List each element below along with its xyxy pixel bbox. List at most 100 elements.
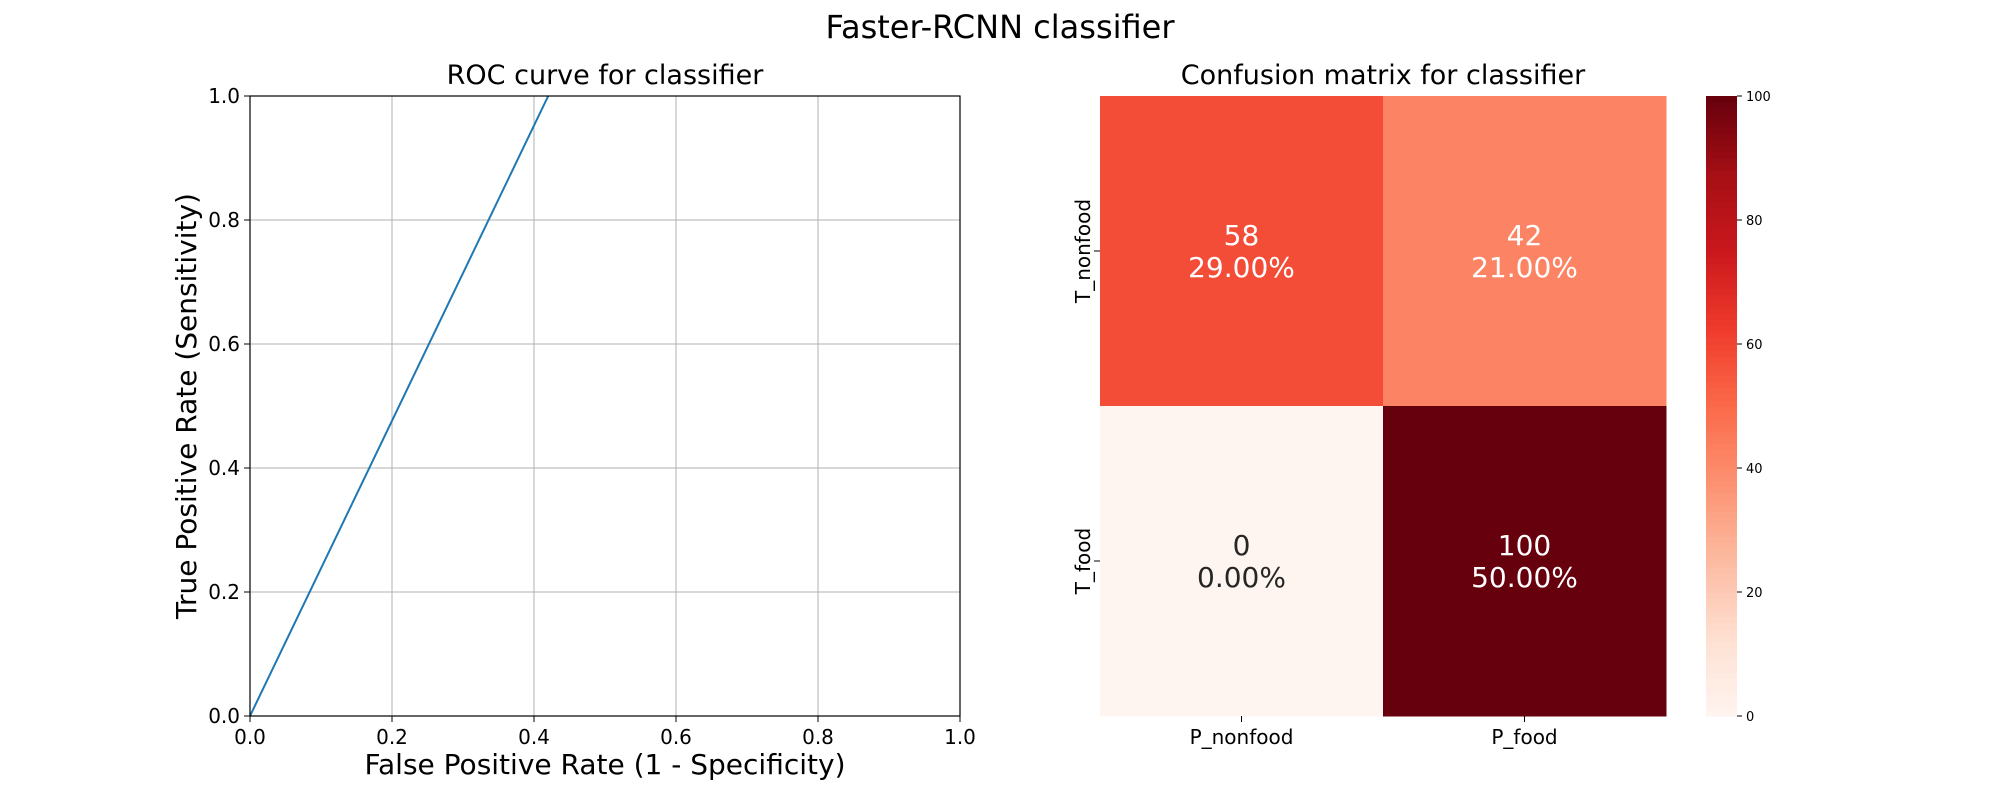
colorbar-segment bbox=[1706, 164, 1737, 171]
colorbar-segment bbox=[1706, 505, 1737, 512]
confusion-matrix-title: Confusion matrix for classifier bbox=[1180, 60, 1586, 91]
colorbar-segment bbox=[1706, 108, 1737, 116]
y-tick-label: 0.0 bbox=[208, 704, 240, 728]
colorbar-segment bbox=[1706, 288, 1737, 295]
colorbar-segment bbox=[1706, 468, 1737, 475]
colorbar-segment bbox=[1706, 325, 1737, 333]
colorbar-segment bbox=[1706, 430, 1737, 438]
x-tick-label: 0.6 bbox=[660, 725, 692, 749]
heatmap-cell-label: 58 29.00% bbox=[1188, 219, 1295, 284]
colorbar-segment bbox=[1706, 443, 1737, 450]
colorbar: 0 20 40 60 80 100 bbox=[1706, 90, 1771, 725]
colorbar-segment bbox=[1706, 319, 1737, 326]
heatmap-cell-label: 0 0.00% bbox=[1197, 529, 1286, 594]
x-tick-label: 1.0 bbox=[944, 725, 976, 749]
heatmap-cell bbox=[1100, 96, 1384, 407]
colorbar-segment bbox=[1706, 604, 1737, 612]
colorbar-segment bbox=[1706, 492, 1737, 500]
colorbar-segment bbox=[1706, 294, 1737, 302]
heatmap-cell bbox=[1383, 96, 1667, 407]
colorbar-segment bbox=[1706, 554, 1737, 562]
y-category-label: T_food bbox=[1071, 528, 1095, 595]
colorbar-segment bbox=[1706, 678, 1737, 686]
colorbar-segment bbox=[1706, 461, 1737, 469]
colorbar-segment bbox=[1706, 548, 1737, 556]
x-tick-label: 0.8 bbox=[802, 725, 834, 749]
colorbar-segment bbox=[1706, 356, 1737, 364]
cell-label-line: 0.00% bbox=[1197, 561, 1286, 594]
colorbar-segment bbox=[1706, 406, 1737, 413]
colorbar-segment bbox=[1706, 306, 1737, 314]
x-category-label: P_nonfood bbox=[1190, 725, 1294, 749]
colorbar-segment bbox=[1706, 120, 1737, 128]
colorbar-segment bbox=[1706, 641, 1737, 649]
colorbar-segment bbox=[1706, 709, 1737, 717]
colorbar-segment bbox=[1706, 375, 1737, 382]
colorbar-segment bbox=[1706, 263, 1737, 271]
colorbar-segment bbox=[1706, 691, 1737, 698]
colorbar-segment bbox=[1706, 220, 1737, 227]
colorbar-tick-label: 20 bbox=[1746, 586, 1763, 601]
colorbar-segment bbox=[1706, 387, 1737, 395]
colorbar-segment bbox=[1706, 561, 1737, 568]
colorbar-segment bbox=[1706, 232, 1737, 240]
colorbar-segment bbox=[1706, 616, 1737, 624]
colorbar-segment bbox=[1706, 697, 1737, 705]
colorbar-segment bbox=[1706, 182, 1737, 190]
colorbar-segment bbox=[1706, 579, 1737, 587]
colorbar-segment bbox=[1706, 282, 1737, 289]
heatmap-cell-label: 42 21.00% bbox=[1471, 219, 1578, 284]
y-category-label: T_nonfood bbox=[1071, 199, 1095, 304]
colorbar-tick-label: 40 bbox=[1746, 462, 1763, 477]
colorbar-segment bbox=[1706, 127, 1737, 134]
colorbar-segment bbox=[1706, 362, 1737, 370]
cell-label-line: 0 bbox=[1233, 529, 1251, 562]
roc-curve-line bbox=[249, 95, 550, 717]
colorbar-tick-label: 0 bbox=[1746, 710, 1754, 725]
colorbar-segment bbox=[1706, 189, 1737, 196]
colorbar-segment bbox=[1706, 300, 1737, 308]
colorbar-segment bbox=[1706, 195, 1737, 202]
colorbar-segment bbox=[1706, 567, 1737, 574]
heatmap-cell bbox=[1100, 406, 1384, 717]
colorbar-segment bbox=[1706, 151, 1737, 159]
colorbar-segment bbox=[1706, 139, 1737, 147]
colorbar-segment bbox=[1706, 399, 1737, 407]
colorbar-segment bbox=[1706, 523, 1737, 531]
colorbar-segment bbox=[1706, 176, 1737, 184]
colorbar-segment bbox=[1706, 703, 1737, 711]
colorbar-segment bbox=[1706, 486, 1737, 494]
colorbar-segment bbox=[1706, 201, 1737, 209]
x-tick-label: 0.2 bbox=[376, 725, 408, 749]
x-tick-label: 0.0 bbox=[234, 725, 266, 749]
colorbar-segment bbox=[1706, 331, 1737, 339]
colorbar-segment bbox=[1706, 96, 1737, 103]
roc-x-axis-label: False Positive Rate (1 - Specificity) bbox=[364, 748, 845, 781]
colorbar-segment bbox=[1706, 474, 1737, 481]
colorbar-tick-label: 80 bbox=[1746, 214, 1763, 229]
colorbar-segment bbox=[1706, 449, 1737, 457]
colorbar-segment bbox=[1706, 102, 1737, 109]
colorbar-segment bbox=[1706, 685, 1737, 692]
colorbar-segment bbox=[1706, 313, 1737, 320]
cell-label-line: 50.00% bbox=[1471, 561, 1578, 594]
colorbar-segment bbox=[1706, 517, 1737, 525]
colorbar-segment bbox=[1706, 660, 1737, 667]
colorbar-segment bbox=[1706, 629, 1737, 636]
y-tick-label: 1.0 bbox=[208, 84, 240, 108]
colorbar-segment bbox=[1706, 654, 1737, 661]
colorbar-segment bbox=[1706, 635, 1737, 643]
colorbar-segment bbox=[1706, 455, 1737, 463]
colorbar-segment bbox=[1706, 511, 1737, 519]
colorbar-segment bbox=[1706, 592, 1737, 599]
colorbar-segment bbox=[1706, 368, 1737, 376]
y-tick-label: 0.4 bbox=[208, 456, 240, 480]
roc-chart-title: ROC curve for classifier bbox=[446, 60, 764, 91]
colorbar-segment bbox=[1706, 257, 1737, 264]
colorbar-segment bbox=[1706, 213, 1737, 221]
colorbar-segment bbox=[1706, 145, 1737, 153]
roc-plot-frame bbox=[249, 95, 961, 717]
colorbar-segment bbox=[1706, 598, 1737, 605]
colorbar-segment bbox=[1706, 158, 1737, 165]
colorbar-segment bbox=[1706, 610, 1737, 618]
